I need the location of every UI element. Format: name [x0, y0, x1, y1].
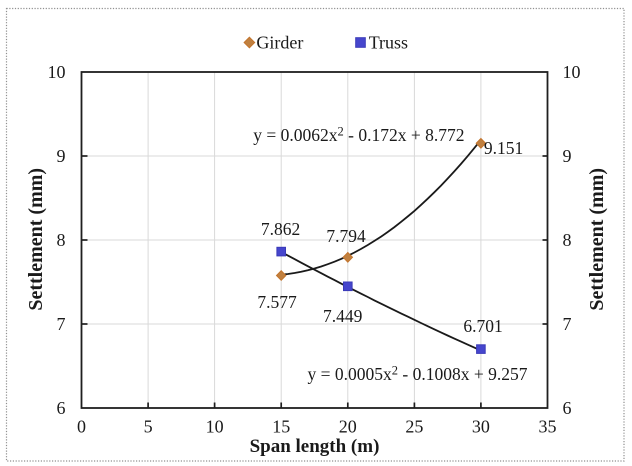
svg-text:Span length (m): Span length (m) — [250, 436, 380, 457]
svg-text:7.794: 7.794 — [326, 226, 366, 246]
svg-text:7.862: 7.862 — [261, 219, 300, 239]
svg-text:0: 0 — [77, 417, 86, 437]
svg-text:20: 20 — [339, 417, 357, 437]
svg-text:5: 5 — [144, 417, 153, 437]
svg-text:7.449: 7.449 — [323, 306, 363, 326]
svg-text:y = 0.0005x2 - 0.1008x + 9.257: y = 0.0005x2 - 0.1008x + 9.257 — [308, 364, 528, 385]
svg-text:8: 8 — [57, 230, 66, 250]
svg-text:Truss: Truss — [369, 32, 408, 52]
svg-text:7.577: 7.577 — [257, 292, 297, 312]
svg-text:7: 7 — [57, 314, 66, 334]
svg-text:35: 35 — [539, 417, 557, 437]
svg-text:9: 9 — [57, 146, 66, 166]
svg-text:Settlement (mm): Settlement (mm) — [25, 168, 47, 311]
svg-text:9: 9 — [563, 146, 572, 166]
svg-text:y = 0.0062x2 - 0.172x + 8.772: y = 0.0062x2 - 0.172x + 8.772 — [253, 125, 464, 146]
svg-text:6: 6 — [57, 398, 66, 418]
svg-text:7: 7 — [563, 314, 572, 334]
svg-text:6.701: 6.701 — [463, 316, 502, 336]
svg-text:15: 15 — [272, 417, 290, 437]
svg-text:Settlement (mm): Settlement (mm) — [586, 168, 608, 311]
svg-text:8: 8 — [563, 230, 572, 250]
svg-text:25: 25 — [405, 417, 423, 437]
svg-text:Girder: Girder — [256, 32, 303, 52]
svg-text:30: 30 — [472, 417, 490, 437]
svg-text:10: 10 — [206, 417, 224, 437]
svg-text:10: 10 — [563, 62, 581, 82]
svg-text:9.151: 9.151 — [484, 138, 523, 158]
svg-text:10: 10 — [48, 62, 66, 82]
svg-text:6: 6 — [563, 398, 572, 418]
